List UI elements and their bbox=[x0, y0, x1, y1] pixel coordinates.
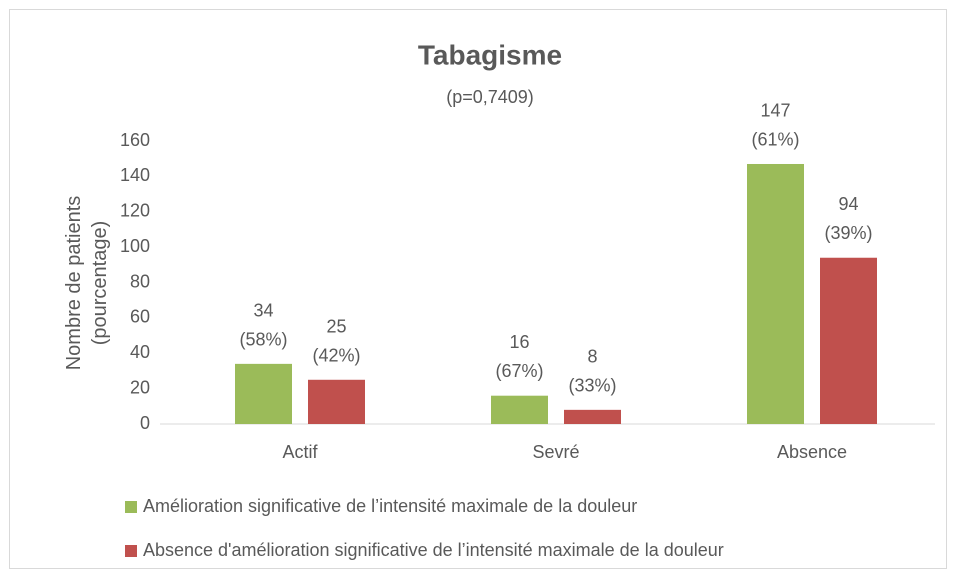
bar bbox=[747, 163, 804, 424]
y-tick-label: 60 bbox=[130, 307, 150, 327]
chart-subtitle: (p=0,7409) bbox=[446, 87, 534, 107]
bar bbox=[820, 257, 877, 424]
y-axis-label: Nombre de patients (pourcentage) bbox=[63, 196, 111, 371]
bar bbox=[235, 363, 292, 424]
data-label: 147 (61%) bbox=[751, 100, 799, 149]
x-tick-label: Absence bbox=[777, 442, 847, 462]
y-tick-label: 100 bbox=[120, 236, 150, 256]
data-label: 94 (39%) bbox=[824, 194, 872, 243]
y-tick-label: 160 bbox=[120, 130, 150, 150]
y-tick-label: 80 bbox=[130, 271, 150, 291]
y-tick-label: 40 bbox=[130, 342, 150, 362]
legend-label: Absence d'amélioration significative de … bbox=[143, 540, 724, 560]
y-tick-label: 120 bbox=[120, 201, 150, 221]
chart-title: Tabagisme bbox=[418, 39, 562, 70]
y-tick-label: 140 bbox=[120, 165, 150, 185]
x-tick-label: Sevré bbox=[532, 442, 579, 462]
y-tick-label: 0 bbox=[140, 413, 150, 433]
data-label: 8 (33%) bbox=[568, 346, 616, 395]
data-label: 25 (42%) bbox=[312, 316, 360, 365]
bar bbox=[564, 409, 621, 424]
bar bbox=[308, 379, 365, 424]
legend-swatch bbox=[125, 501, 137, 513]
y-tick-label: 20 bbox=[130, 377, 150, 397]
data-label: 16 (67%) bbox=[495, 332, 543, 381]
legend-swatch bbox=[125, 545, 137, 557]
legend-label: Amélioration significative de l’intensit… bbox=[143, 496, 637, 516]
data-label: 34 (58%) bbox=[239, 300, 287, 349]
x-tick-label: Actif bbox=[282, 442, 318, 462]
bar bbox=[491, 395, 548, 424]
